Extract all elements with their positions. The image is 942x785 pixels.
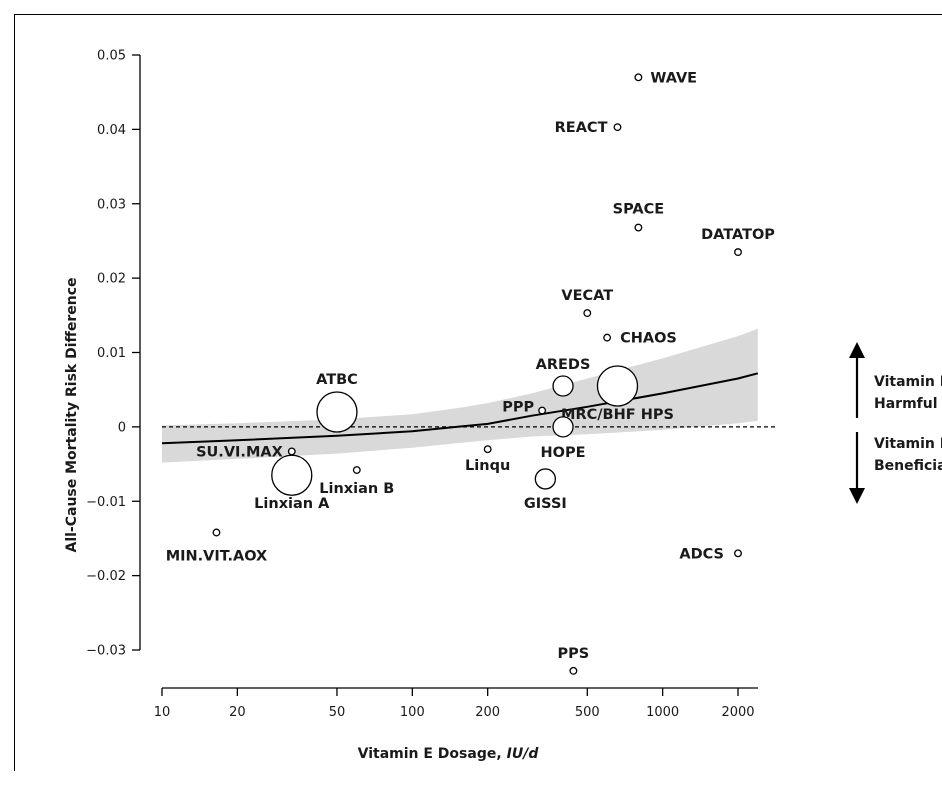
x-tick-label: 200: [475, 705, 500, 720]
point-gissi: [534, 468, 557, 490]
point-label-linxian-a: Linxian A: [254, 496, 330, 512]
point-label-chaos: CHAOS: [620, 331, 677, 347]
point-label-pps: PPS: [558, 646, 590, 662]
point-label-areds: AREDS: [536, 357, 591, 373]
point-label-linxian-b: Linxian B: [319, 481, 394, 497]
point-label-hope: HOPE: [541, 445, 586, 461]
y-tick-label: 0.02: [97, 272, 126, 287]
point-areds: [552, 375, 574, 397]
annotation-layer: Vitamin E Harmful Vitamin E Beneficial: [849, 342, 942, 504]
y-tick-label: −0.03: [86, 644, 126, 659]
x-axis-title-unit: IU/d: [507, 746, 540, 762]
y-tick-label: 0.05: [97, 49, 126, 64]
point-linqu: [483, 445, 492, 454]
figure-frame: [14, 14, 942, 771]
x-tick-label: 500: [575, 705, 600, 720]
point-min-vit-aox: [212, 528, 221, 537]
y-tick-label: 0.01: [97, 346, 126, 361]
point-linxian-a: [271, 454, 313, 496]
fit-curve-layer: [161, 372, 759, 445]
x-axis-title: Vitamin E Dosage, IU/d: [358, 746, 540, 762]
x-tick-label: 10: [154, 705, 171, 720]
point-wave: [634, 73, 643, 82]
point-vecat: [583, 309, 592, 318]
point-hope: [552, 416, 574, 438]
point-label-react: REACT: [555, 120, 608, 136]
point-label-mrc-bhf-hps: MRC/BHF HPS: [561, 407, 674, 423]
y-tick-label: 0.03: [97, 197, 126, 212]
point-label-adcs: ADCS: [679, 546, 724, 562]
confidence-band: [162, 328, 758, 463]
x-tick-label: 1000: [646, 705, 679, 720]
point-linxian-b: [352, 466, 361, 474]
point-label-su-vi-max: SU.VI.MAX: [196, 444, 283, 460]
point-label-min-vit-aox: MIN.VIT.AOX: [166, 548, 268, 564]
beneficial-arrow-icon: [849, 488, 865, 504]
point-label-space: SPACE: [613, 202, 665, 218]
harmful-label-line2: Harmful: [874, 396, 938, 412]
x-tick-label: 2000: [721, 705, 754, 720]
beneficial-label-line1: Vitamin E: [874, 436, 942, 452]
point-label-atbc: ATBC: [316, 372, 358, 388]
y-tick-label: −0.01: [86, 495, 126, 510]
point-su-vi-max: [287, 447, 296, 456]
harmful-label-line1: Vitamin E: [874, 374, 942, 390]
point-atbc: [316, 391, 358, 433]
point-react: [613, 123, 622, 132]
x-axis-title-main: Vitamin E Dosage,: [358, 746, 502, 762]
y-axis-title: All-Cause Mortality Risk Difference: [64, 277, 80, 552]
beneficial-label-line2: Beneficial: [874, 458, 942, 474]
point-adcs: [734, 549, 742, 558]
point-label-ppp: PPP: [502, 400, 534, 416]
point-label-wave: WAVE: [650, 70, 697, 86]
point-ppp: [538, 406, 547, 415]
harmful-arrow-icon: [849, 342, 865, 358]
point-label-gissi: GISSI: [524, 496, 567, 512]
point-label-vecat: VECAT: [561, 288, 613, 304]
point-label-datatop: DATATOP: [701, 227, 775, 243]
y-tick-label: −0.02: [86, 569, 126, 584]
fit-curve: [161, 372, 759, 445]
point-label-linqu: Linqu: [465, 458, 510, 474]
point-mrc-bhf-hps: [596, 365, 639, 407]
axes-layer: 0.05 0.04 0.03 0.02 0.01 0 −0.01 −0.02 −0.03 10 20…: [86, 49, 758, 720]
points-layer: WAVE REACT SPACE DATATOP VECAT CHAOS AREDS MRC/…: [166, 70, 775, 675]
point-pps: [569, 666, 578, 675]
point-chaos: [603, 333, 612, 342]
y-tick-label: 0: [118, 420, 126, 435]
confidence-band-layer: [162, 328, 758, 463]
x-tick-label: 50: [329, 705, 346, 720]
point-datatop: [734, 248, 742, 257]
x-tick-label: 100: [400, 705, 425, 720]
y-tick-label: 0.04: [97, 123, 126, 138]
x-tick-label: 20: [229, 705, 246, 720]
point-space: [634, 223, 643, 232]
